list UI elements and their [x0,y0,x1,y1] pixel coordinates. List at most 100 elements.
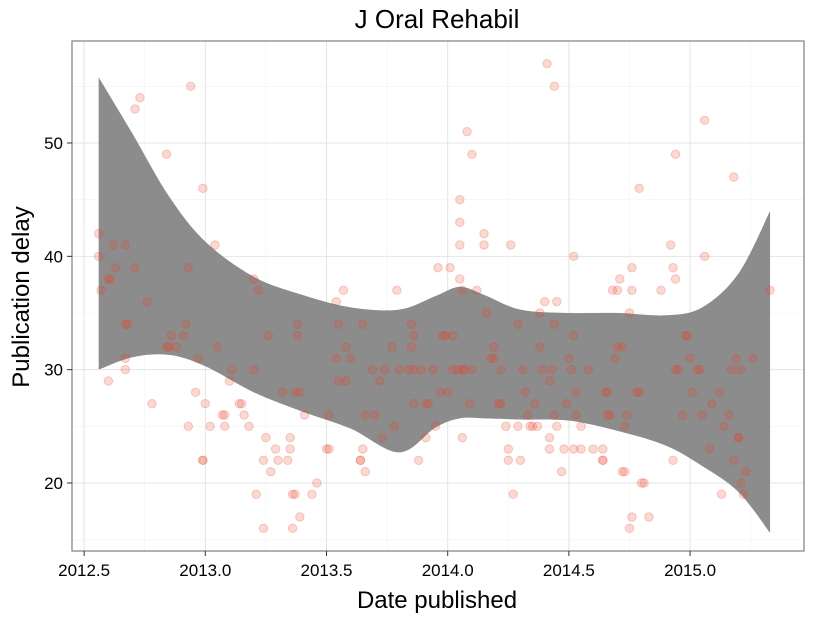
data-point [455,240,465,250]
data-point [602,410,613,420]
data-point [639,478,649,488]
data-point [442,387,453,398]
data-point [508,489,518,500]
data-point [178,330,189,341]
data-point [515,455,526,466]
data-point [333,319,344,330]
data-point [224,376,235,386]
data-point [552,421,562,432]
data-point [544,444,555,454]
data-point [307,489,317,500]
data-point [748,353,758,364]
data-point [479,228,489,239]
data-point [527,421,538,432]
data-point [600,387,610,398]
data-point [183,262,194,273]
data-point [634,387,644,398]
x-tick-label: 2013.0 [179,561,231,580]
data-point [615,274,625,284]
data-point [258,455,269,466]
data-point [731,353,741,364]
data-point [273,455,283,466]
x-tick-label: 2015.0 [664,561,716,580]
data-point [130,104,140,114]
data-point [253,285,264,296]
data-point [324,410,334,420]
data-point [445,262,455,273]
data-point [333,376,344,386]
data-point [423,398,434,409]
data-point [278,387,288,398]
data-point [576,421,586,432]
data-point [249,364,259,375]
data-point [627,262,637,273]
data-point [627,512,637,522]
data-point [765,285,775,296]
data-point [227,364,237,375]
data-point [612,285,623,296]
data-point [283,455,293,466]
y-tick-label: 20 [44,474,63,493]
data-point [295,512,305,522]
data-point [409,330,419,341]
data-point [697,410,707,420]
data-point [552,296,562,307]
data-point [416,364,426,375]
y-axis-ticks: 20 30 40 50 [44,134,72,493]
data-point [161,342,172,352]
y-tick-label: 50 [44,134,63,153]
data-point [602,387,613,398]
chart-title: J Oral Rehabil [355,4,520,34]
data-point [375,376,385,386]
data-point [547,364,557,375]
data-point [610,353,620,364]
data-point [571,410,581,420]
data-point [670,274,681,284]
data-point [462,126,472,137]
data-point [120,364,131,375]
data-point [438,330,448,341]
data-point [404,364,414,375]
data-point [455,274,465,284]
data-point [421,432,431,443]
y-axis-title: Publication delay [8,206,35,387]
data-point [270,444,281,454]
data-point [377,432,387,443]
data-point [588,444,598,454]
data-point [249,274,259,284]
data-point [413,455,424,466]
data-point [544,376,555,386]
data-point [459,364,470,375]
data-point [106,274,116,284]
data-point [736,364,746,375]
data-point [355,455,366,466]
data-point [457,432,467,443]
data-point [295,387,305,398]
y-tick-label: 30 [44,361,63,380]
data-point [292,319,303,330]
data-point [261,432,271,443]
data-point [193,353,203,364]
data-point [406,319,417,330]
data-point [619,466,630,477]
data-point [544,432,555,443]
data-point [612,342,623,352]
data-point [549,319,560,330]
data-point [367,364,378,375]
x-tick-label: 2013.5 [301,561,353,580]
data-point [532,421,543,432]
data-point [338,285,349,296]
data-point [726,364,736,375]
data-point [479,240,489,250]
data-point [665,240,676,250]
data-point [360,466,370,477]
data-point [624,523,635,534]
data-point [678,410,688,420]
data-point [716,489,727,500]
data-point [387,342,397,352]
data-point [440,330,450,341]
data-point [632,387,642,398]
data-point [687,387,698,398]
data-point [212,342,223,352]
data-point [549,81,560,92]
